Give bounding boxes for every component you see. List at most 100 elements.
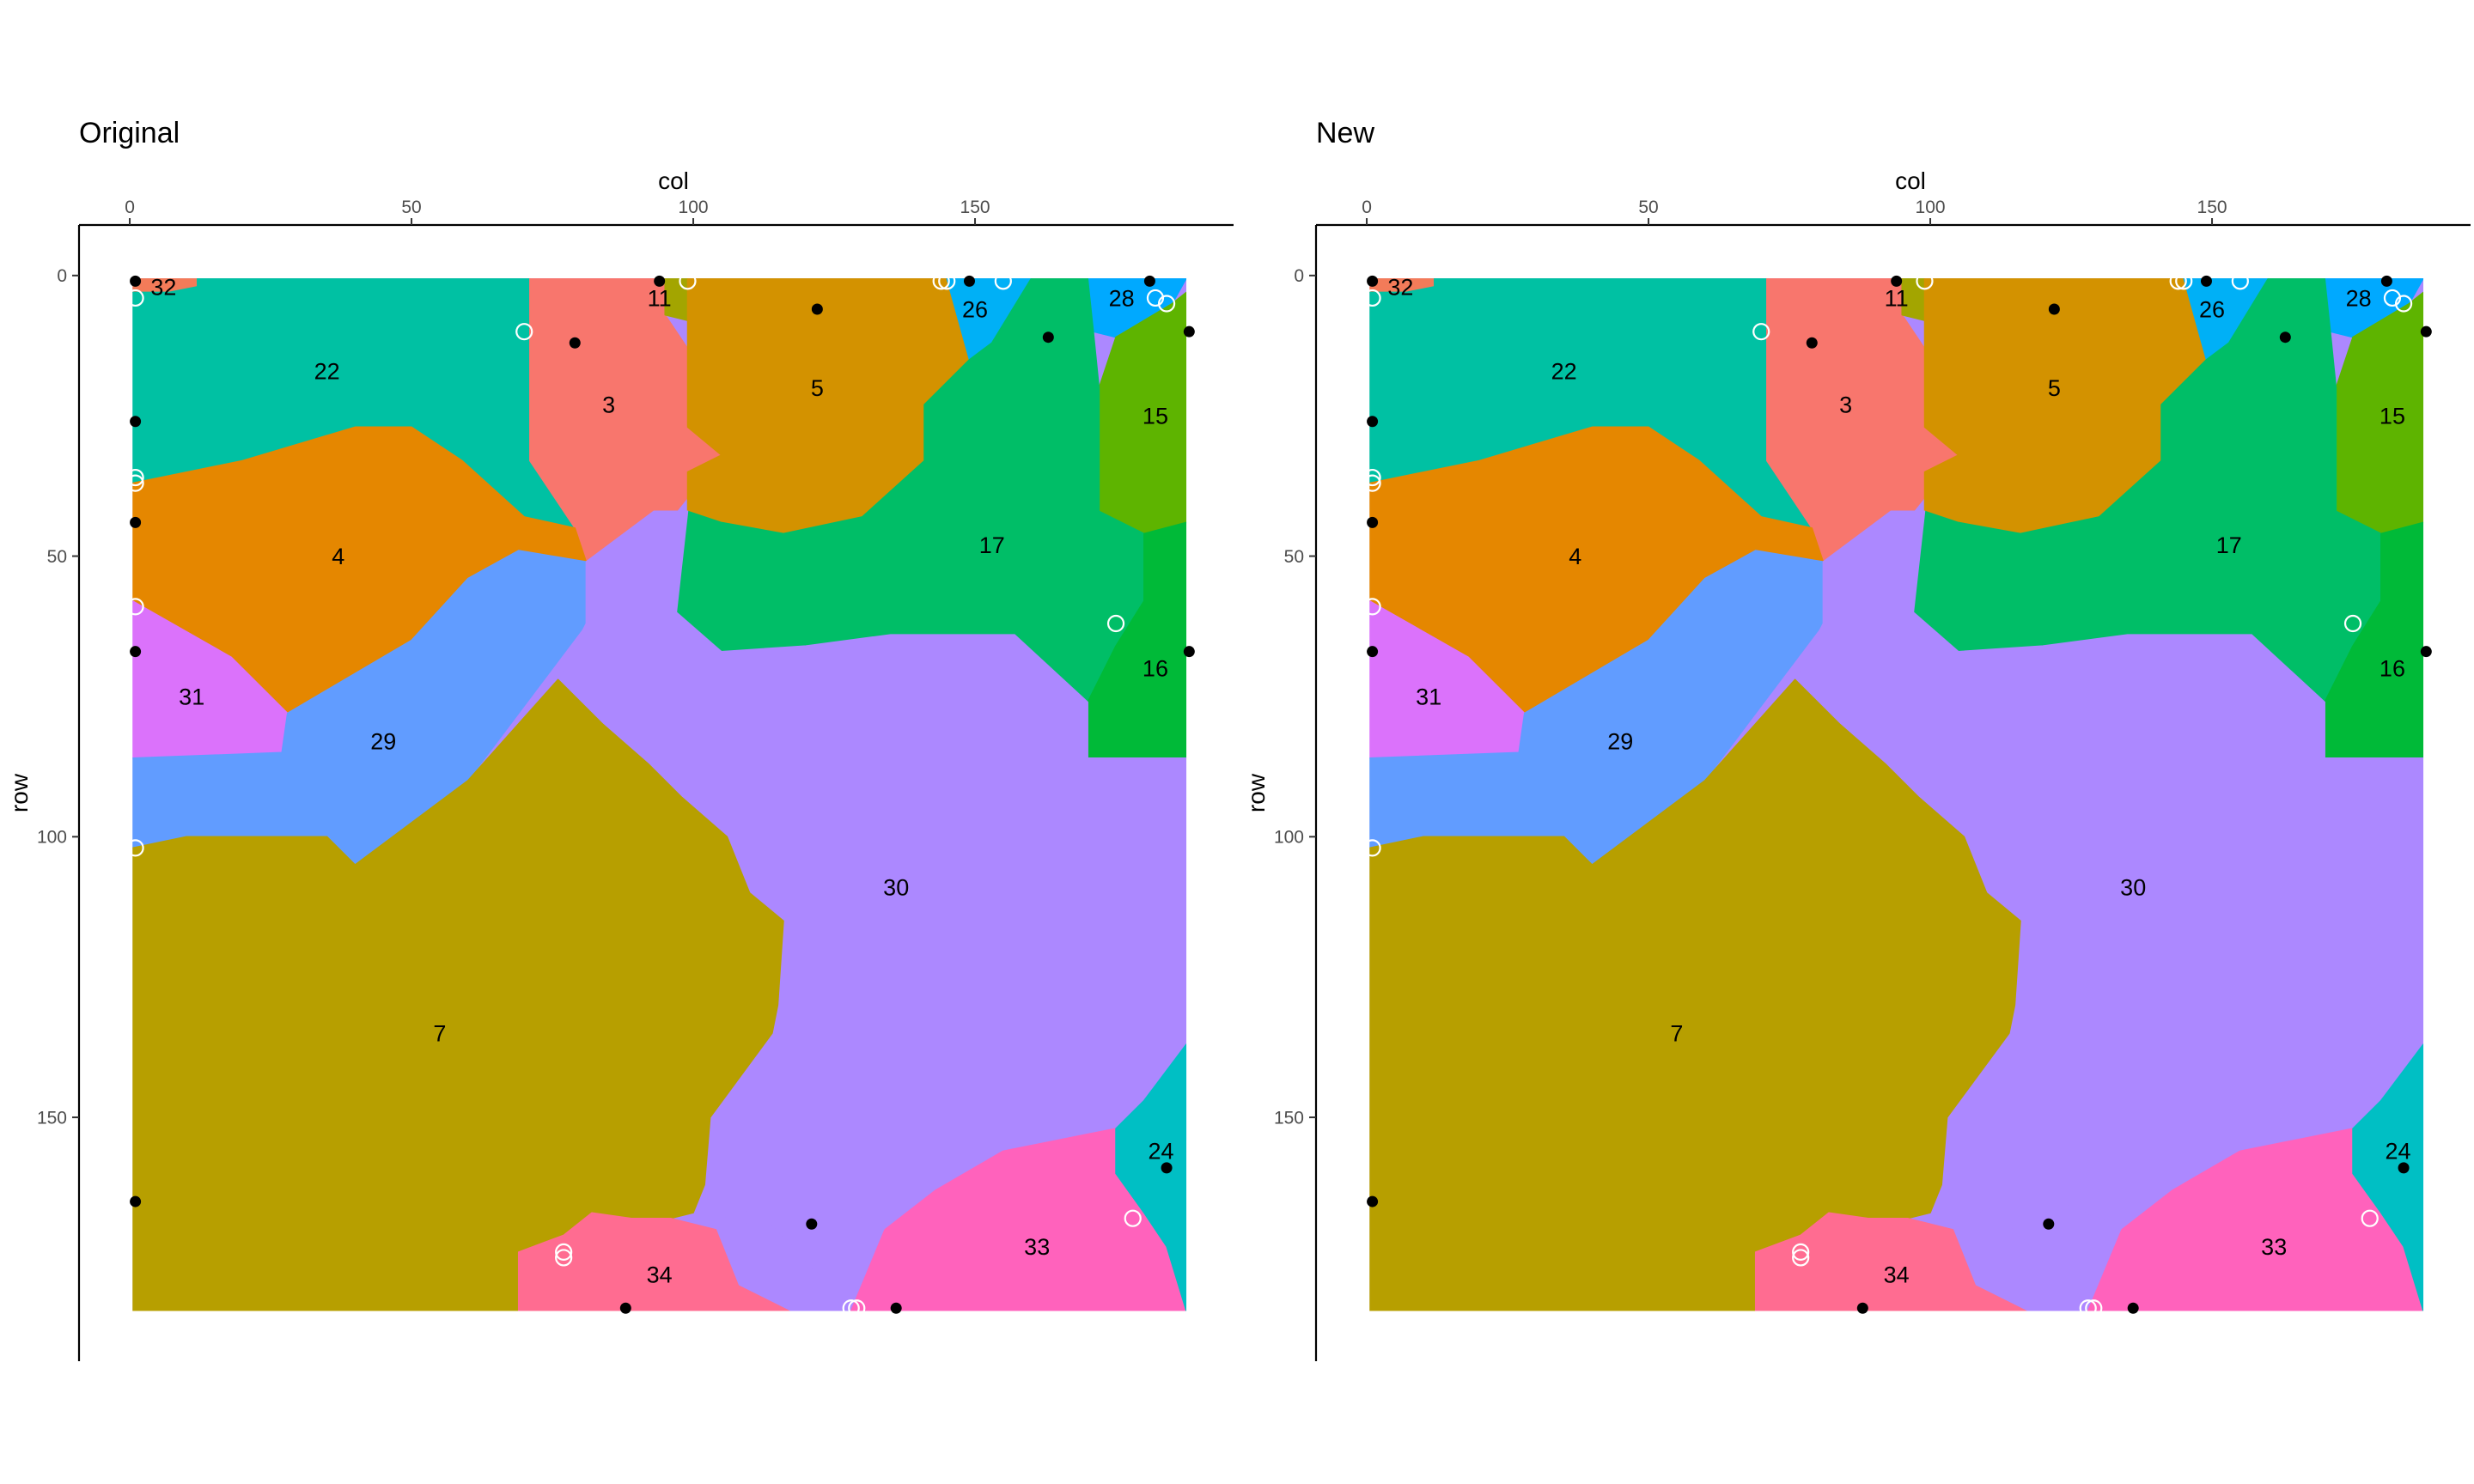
panel-new: New col row 32 22 3 11 5 26 28 15 17 16 4 31 29 30 7 34… [1243,117,2471,1361]
open-point [2079,1299,2097,1317]
filled-point [2398,1162,2410,1174]
x-tick-label: 100 [1916,198,1946,217]
y-tick-label: 0 [1294,266,1304,286]
region-label-16: 16 [1143,656,1168,682]
filled-point [2420,646,2432,658]
region-label-30: 30 [2120,875,2146,901]
filled-point [130,1195,142,1207]
open-point [994,272,1012,290]
region-label-24: 24 [1148,1139,1173,1165]
region-label-3: 3 [1839,392,1852,418]
open-point [2231,272,2249,290]
x-axis-title-original: col [658,167,689,194]
filled-point [569,337,581,349]
filled-point [2043,1218,2055,1230]
points-new [1363,272,2432,1317]
filled-point [806,1218,818,1230]
open-point [1124,1209,1142,1227]
region-label-34: 34 [1884,1262,1910,1287]
open-point [2343,614,2362,633]
region-label-31: 31 [1416,684,1441,709]
region-labels-new: 32 22 3 11 5 26 28 15 17 16 4 31 29 30 7 34 33 24 [1387,274,2410,1287]
filled-point [2279,331,2291,344]
filled-point [130,646,142,658]
filled-point [1367,275,1379,287]
region-labels-original: 32 22 3 11 5 26 28 15 17 16 4 31 29 30 7 34 33 24 [150,274,1173,1287]
region-label-17: 17 [979,532,1005,558]
open-point [1157,295,1176,313]
x-tick-label: 50 [1638,198,1658,217]
y-tick-label: 50 [47,547,67,567]
region-label-29: 29 [1607,729,1633,755]
open-point [2394,295,2413,313]
filled-point [890,1302,902,1314]
region-label-4: 4 [1569,544,1581,569]
region-label-5: 5 [811,375,824,401]
x-axis-title-new: col [1895,167,1926,194]
open-point [126,598,144,616]
filled-point [1806,337,1818,349]
filled-point [1143,275,1155,287]
open-point [1363,474,1381,492]
filled-point [1856,1302,1868,1314]
open-point [1916,272,1934,290]
x-tick-label: 0 [1362,198,1372,217]
filled-point [1367,646,1379,658]
filled-point [619,1302,631,1314]
open-point [515,323,533,341]
y-axis-title-new: row [1243,773,1270,812]
region-label-17: 17 [2216,532,2242,558]
region-label-28: 28 [2346,285,2372,311]
x-tick-label: 50 [401,198,421,217]
filled-point [654,275,666,287]
panel-original: Original col row 32 22 3 11 5 26 28 15 17 16 4 31 29… [6,117,1234,1361]
open-point [126,289,144,307]
regions-new [1369,278,2424,1311]
region-label-29: 29 [370,729,396,755]
filled-point [2200,275,2212,287]
region-label-33: 33 [1024,1234,1050,1260]
region-label-26: 26 [2199,296,2225,322]
region-34 [517,1212,790,1311]
y-tick-label: 150 [37,1108,67,1128]
filled-point [1042,331,1054,344]
region-label-15: 15 [1143,404,1168,429]
plot-area-new: 32 22 3 11 5 26 28 15 17 16 4 31 29 30 7 34 33 24 0 50 100 15… [1274,198,2471,1361]
panel-title-original: Original [79,117,180,149]
y-tick-label: 100 [37,828,67,848]
y-tick-label: 50 [1284,547,1304,567]
filled-point [2127,1302,2139,1314]
open-point [2169,272,2187,290]
open-point [932,272,950,290]
filled-point [1367,1195,1379,1207]
region-label-4: 4 [332,544,344,569]
region-label-11: 11 [1885,285,1909,311]
open-point [679,272,697,290]
filled-point [130,516,142,528]
open-point [2361,1209,2379,1227]
region-label-32: 32 [150,274,176,300]
open-point [1752,323,1770,341]
region-24 [2352,1043,2424,1311]
filled-point [130,275,142,287]
filled-point [1161,1162,1173,1174]
x-tick-label: 100 [679,198,709,217]
filled-point [1183,646,1195,658]
open-point [1363,468,1381,487]
axes-original: 0 50 100 150 0 50 100 150 [37,198,1234,1361]
open-point [126,474,144,492]
filled-point [1367,516,1379,528]
region-label-22: 22 [1551,358,1577,384]
filled-point [1183,325,1195,338]
open-point [1363,839,1381,857]
region-label-33: 33 [2261,1234,2287,1260]
y-tick-label: 0 [57,266,67,286]
points-original [126,272,1195,1317]
filled-point [2380,275,2392,287]
open-point [1363,289,1381,307]
region-label-30: 30 [883,875,909,901]
region-label-22: 22 [314,358,340,384]
axes-new: 0 50 100 150 0 50 100 150 [1274,198,2471,1361]
open-point [1146,289,1165,307]
